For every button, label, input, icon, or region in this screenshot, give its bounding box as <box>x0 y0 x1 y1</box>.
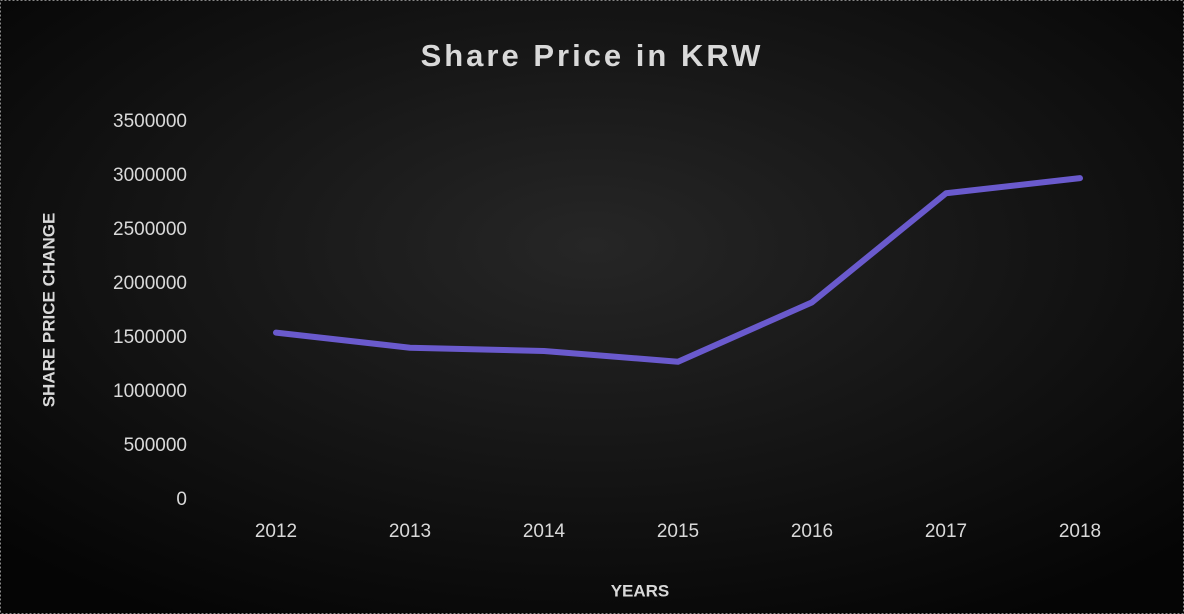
x-tick-label: 2016 <box>791 521 833 542</box>
x-tick-label: 2013 <box>389 521 431 542</box>
y-tick-label: 1500000 <box>113 327 187 348</box>
x-tick-label: 2017 <box>925 521 967 542</box>
x-axis-label: YEARS <box>611 581 670 600</box>
y-tick-label: 2000000 <box>113 273 187 294</box>
x-tick-label: 2018 <box>1059 521 1101 542</box>
y-tick-label: 2500000 <box>113 219 187 240</box>
chart-title: Share Price in KRW <box>421 38 764 73</box>
y-tick-label: 1000000 <box>113 381 187 402</box>
y-tick-label: 3500000 <box>113 111 187 132</box>
y-tick-label: 0 <box>176 489 187 510</box>
line-series <box>273 175 1083 365</box>
y-tick-label: 500000 <box>124 435 187 456</box>
x-tick-label: 2014 <box>523 521 566 542</box>
y-axis-label: SHARE PRICE CHANGE <box>39 213 58 408</box>
y-tick-label: 3000000 <box>113 165 187 186</box>
x-tick-label: 2015 <box>657 521 699 542</box>
x-tick-label: 2012 <box>255 521 297 542</box>
